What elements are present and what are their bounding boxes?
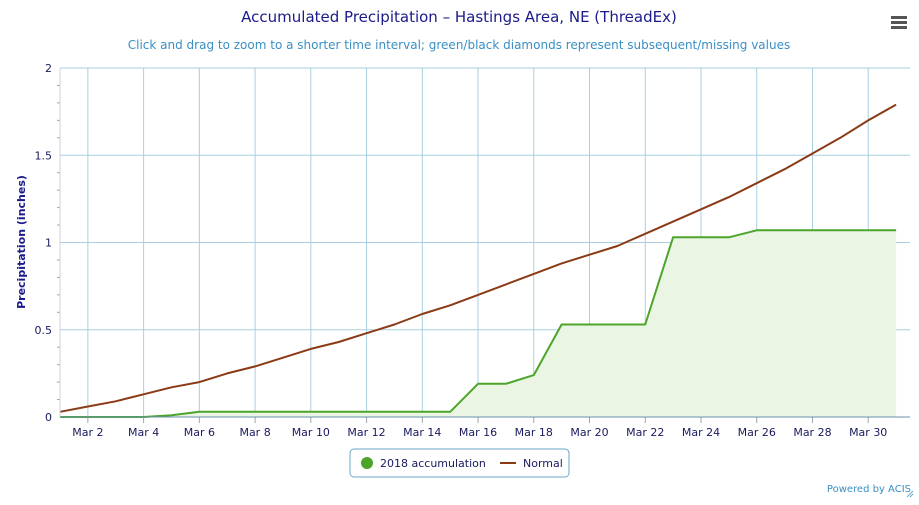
y-tick-label: 0 — [45, 411, 52, 424]
legend-label-normal: Normal — [523, 457, 563, 470]
series-line-1[interactable] — [59, 103, 897, 413]
legend-label-2018-accumulation: 2018 accumulation — [380, 457, 486, 470]
x-tick-label: Mar 14 — [403, 426, 441, 439]
series-line-0[interactable] — [60, 229, 897, 418]
legend-item-normal[interactable]: Normal — [500, 457, 563, 470]
x-tick-label: Mar 4 — [128, 426, 159, 439]
chart-title: Accumulated Precipitation – Hastings Are… — [241, 8, 677, 26]
x-tick-label: Mar 10 — [292, 426, 330, 439]
y-tick-label: 0.5 — [35, 324, 53, 337]
chart-subtitle: Click and drag to zoom to a shorter time… — [128, 38, 790, 52]
axes: 0 0.5 1 1.5 2 Mar 2 Mar 4 Mar 6 Mar 8 Mar 10 Mar 1… — [35, 62, 910, 439]
legend[interactable]: 2018 accumulation Normal — [349, 448, 570, 478]
x-tick-label: Mar 26 — [738, 426, 776, 439]
x-tick-label: Mar 12 — [347, 426, 385, 439]
x-tick-label: Mar 2 — [72, 426, 103, 439]
x-tick-label: Mar 20 — [570, 426, 608, 439]
x-tick-label: Mar 30 — [849, 426, 887, 439]
resize-handle-icon[interactable] — [906, 490, 914, 498]
menu-button[interactable] — [886, 12, 910, 34]
hamburger-menu-icon — [891, 16, 907, 19]
legend-item-2018-accumulation[interactable]: 2018 accumulation — [361, 457, 486, 470]
credit-link[interactable]: Powered by ACIS — [827, 484, 911, 495]
x-tick-label: Mar 28 — [793, 426, 831, 439]
y-axis-title: Precipitation (inches) — [15, 175, 28, 309]
line-layer — [59, 103, 897, 418]
series-area-0 — [60, 230, 897, 417]
x-tick-label: Mar 22 — [626, 426, 664, 439]
y-tick-label: 1 — [45, 237, 52, 250]
y-tick-label: 2 — [45, 62, 52, 75]
y-tick-label: 1.5 — [35, 149, 53, 162]
x-tick-label: Mar 24 — [682, 426, 720, 439]
legend-marker-2018-accumulation — [361, 457, 373, 469]
x-tick-label: Mar 16 — [459, 426, 497, 439]
x-tick-label: Mar 18 — [515, 426, 553, 439]
area-layer — [60, 230, 897, 417]
x-tick-label: Mar 6 — [184, 426, 215, 439]
x-tick-label: Mar 8 — [239, 426, 270, 439]
